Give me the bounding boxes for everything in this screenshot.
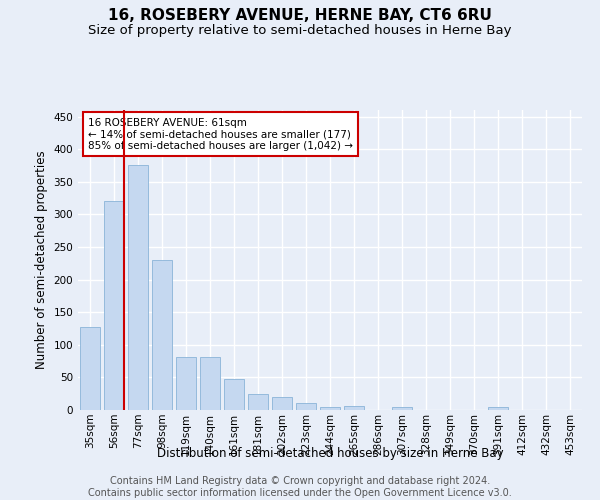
- Bar: [128, 166, 148, 410]
- Bar: [272, 397, 292, 410]
- Bar: [392, 406, 412, 410]
- Bar: [344, 406, 364, 410]
- Bar: [488, 406, 508, 410]
- Bar: [248, 394, 268, 410]
- Text: 16 ROSEBERY AVENUE: 61sqm
← 14% of semi-detached houses are smaller (177)
85% of: 16 ROSEBERY AVENUE: 61sqm ← 14% of semi-…: [88, 118, 353, 150]
- Text: 16, ROSEBERY AVENUE, HERNE BAY, CT6 6RU: 16, ROSEBERY AVENUE, HERNE BAY, CT6 6RU: [108, 8, 492, 22]
- Text: Size of property relative to semi-detached houses in Herne Bay: Size of property relative to semi-detach…: [88, 24, 512, 37]
- Text: Distribution of semi-detached houses by size in Herne Bay: Distribution of semi-detached houses by …: [157, 448, 503, 460]
- Bar: [296, 403, 316, 410]
- Bar: [200, 356, 220, 410]
- Bar: [152, 260, 172, 410]
- Y-axis label: Number of semi-detached properties: Number of semi-detached properties: [35, 150, 48, 370]
- Text: Contains HM Land Registry data © Crown copyright and database right 2024.
Contai: Contains HM Land Registry data © Crown c…: [88, 476, 512, 498]
- Bar: [104, 202, 124, 410]
- Bar: [80, 326, 100, 410]
- Bar: [320, 406, 340, 410]
- Bar: [176, 356, 196, 410]
- Bar: [224, 380, 244, 410]
